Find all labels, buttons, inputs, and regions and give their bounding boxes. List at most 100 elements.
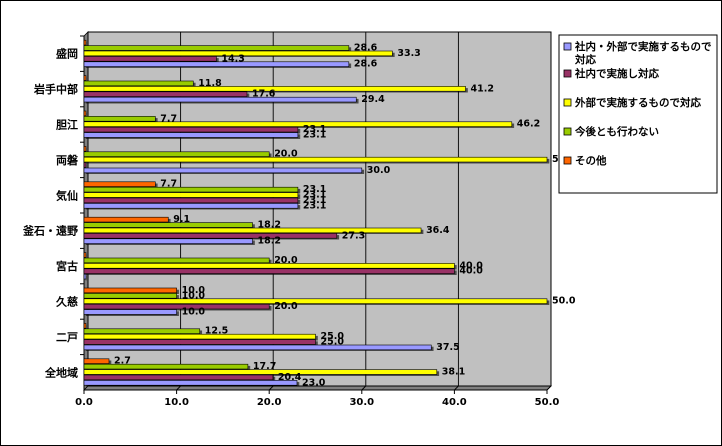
bar bbox=[83, 162, 87, 168]
legend-swatch bbox=[563, 156, 572, 165]
data-label: 38.1 bbox=[442, 367, 465, 378]
gridline-floor bbox=[176, 385, 181, 391]
bar bbox=[83, 323, 87, 329]
data-label: 2.7 bbox=[114, 356, 131, 367]
category-label: 盛岡 bbox=[56, 47, 78, 61]
data-label: 18.2 bbox=[258, 236, 281, 247]
bar bbox=[83, 233, 338, 239]
category-label: 久慈 bbox=[56, 295, 78, 309]
data-label: 23.0 bbox=[302, 377, 326, 388]
bar bbox=[83, 186, 299, 193]
legend-entry: 今後とも行わない bbox=[574, 125, 659, 138]
data-label: 20.0 bbox=[274, 149, 298, 160]
data-label: 33.3 bbox=[397, 48, 420, 59]
bar bbox=[83, 121, 513, 127]
bar bbox=[83, 380, 298, 386]
category-label: 釜石・遠野 bbox=[22, 224, 78, 238]
data-label: 10.0 bbox=[182, 290, 206, 301]
data-label: 11.8 bbox=[198, 78, 222, 89]
legend-box bbox=[558, 34, 718, 194]
bar bbox=[83, 151, 270, 157]
bar bbox=[83, 293, 177, 299]
data-label: 10.0 bbox=[182, 285, 206, 296]
bar bbox=[83, 268, 455, 274]
bar bbox=[83, 181, 156, 187]
data-label: 40.0 bbox=[459, 266, 483, 277]
bar bbox=[83, 363, 249, 370]
bar bbox=[83, 303, 270, 310]
bar bbox=[83, 192, 299, 198]
data-label: 14.3 bbox=[221, 53, 244, 64]
x-tick-label: 50.0 bbox=[535, 397, 560, 408]
legend: 社内・外部で実施するもので対応社内で実施し対応外部で実施するもので対応今後とも行… bbox=[558, 34, 718, 194]
bar bbox=[83, 203, 299, 209]
x-tick-label: 40.0 bbox=[442, 397, 467, 408]
bar bbox=[83, 273, 87, 280]
data-label: 17.7 bbox=[253, 361, 276, 372]
legend-swatch bbox=[563, 42, 572, 51]
bar bbox=[83, 287, 177, 294]
data-label: 28.6 bbox=[354, 59, 378, 70]
data-label: 46.2 bbox=[517, 119, 540, 130]
data-label: 27.3 bbox=[342, 230, 365, 241]
bar bbox=[83, 227, 422, 234]
data-label: 12.5 bbox=[205, 326, 228, 337]
plot-area: 0.0 10.0 20.0 30.0 40.0 50.0 盛岡 28.6 33.3 14.3 28.… bbox=[22, 31, 576, 408]
bar bbox=[83, 146, 87, 152]
bar bbox=[83, 263, 455, 269]
legend-entry: 社内で実施し対応 bbox=[574, 67, 659, 80]
x-tick-label: 10.0 bbox=[164, 397, 189, 408]
bar bbox=[83, 126, 299, 133]
legend-entry: 社内・外部で実施するもので対応 bbox=[574, 40, 712, 66]
bar bbox=[83, 309, 177, 315]
bar bbox=[83, 328, 201, 334]
bar bbox=[83, 132, 299, 138]
data-label: 36.4 bbox=[426, 225, 450, 236]
category-label: 気仙 bbox=[56, 188, 78, 202]
data-label: 29.4 bbox=[361, 94, 385, 105]
category-label: 胆江 bbox=[56, 118, 78, 132]
legend-entry: 外部で実施するもので対応 bbox=[574, 96, 701, 109]
data-label: 23.1 bbox=[303, 200, 326, 211]
data-label: 50.0 bbox=[552, 296, 576, 307]
x-tick-label: 30.0 bbox=[349, 397, 374, 408]
data-label: 23.1 bbox=[303, 130, 326, 141]
category-label: 両磐 bbox=[56, 153, 79, 167]
bar bbox=[83, 45, 350, 51]
bar bbox=[83, 167, 363, 174]
category-label: 全地域 bbox=[44, 365, 78, 379]
bar bbox=[83, 96, 357, 103]
bar bbox=[83, 374, 274, 381]
bar bbox=[83, 238, 253, 244]
bar bbox=[83, 257, 270, 264]
gridline-floor bbox=[546, 385, 552, 391]
data-label: 25.0 bbox=[321, 337, 345, 348]
bar bbox=[83, 369, 438, 375]
bar bbox=[83, 50, 393, 57]
data-label: 28.6 bbox=[354, 43, 378, 54]
bar bbox=[83, 80, 194, 87]
category-label: 宮古 bbox=[56, 259, 78, 273]
data-label: 30.0 bbox=[367, 165, 391, 176]
bar bbox=[83, 116, 156, 122]
data-label: 20.0 bbox=[274, 255, 298, 266]
data-label: 40.0 bbox=[459, 260, 483, 271]
data-label: 25.0 bbox=[321, 331, 345, 342]
data-label: 20.0 bbox=[274, 301, 298, 312]
bar bbox=[83, 156, 548, 163]
legend-swatch bbox=[563, 69, 572, 78]
bar bbox=[83, 91, 248, 97]
legend-swatch bbox=[563, 127, 572, 136]
bar bbox=[83, 75, 87, 81]
bar bbox=[83, 61, 350, 67]
data-label: 7.7 bbox=[160, 179, 177, 190]
data-label: 20.4 bbox=[278, 372, 302, 383]
bar bbox=[83, 110, 87, 117]
x-tick-label: 20.0 bbox=[257, 397, 282, 408]
gridline-floor bbox=[268, 385, 274, 391]
bar bbox=[83, 252, 87, 258]
data-label: 23.1 bbox=[303, 190, 326, 201]
gridline-floor bbox=[361, 385, 367, 391]
bar bbox=[83, 222, 253, 228]
